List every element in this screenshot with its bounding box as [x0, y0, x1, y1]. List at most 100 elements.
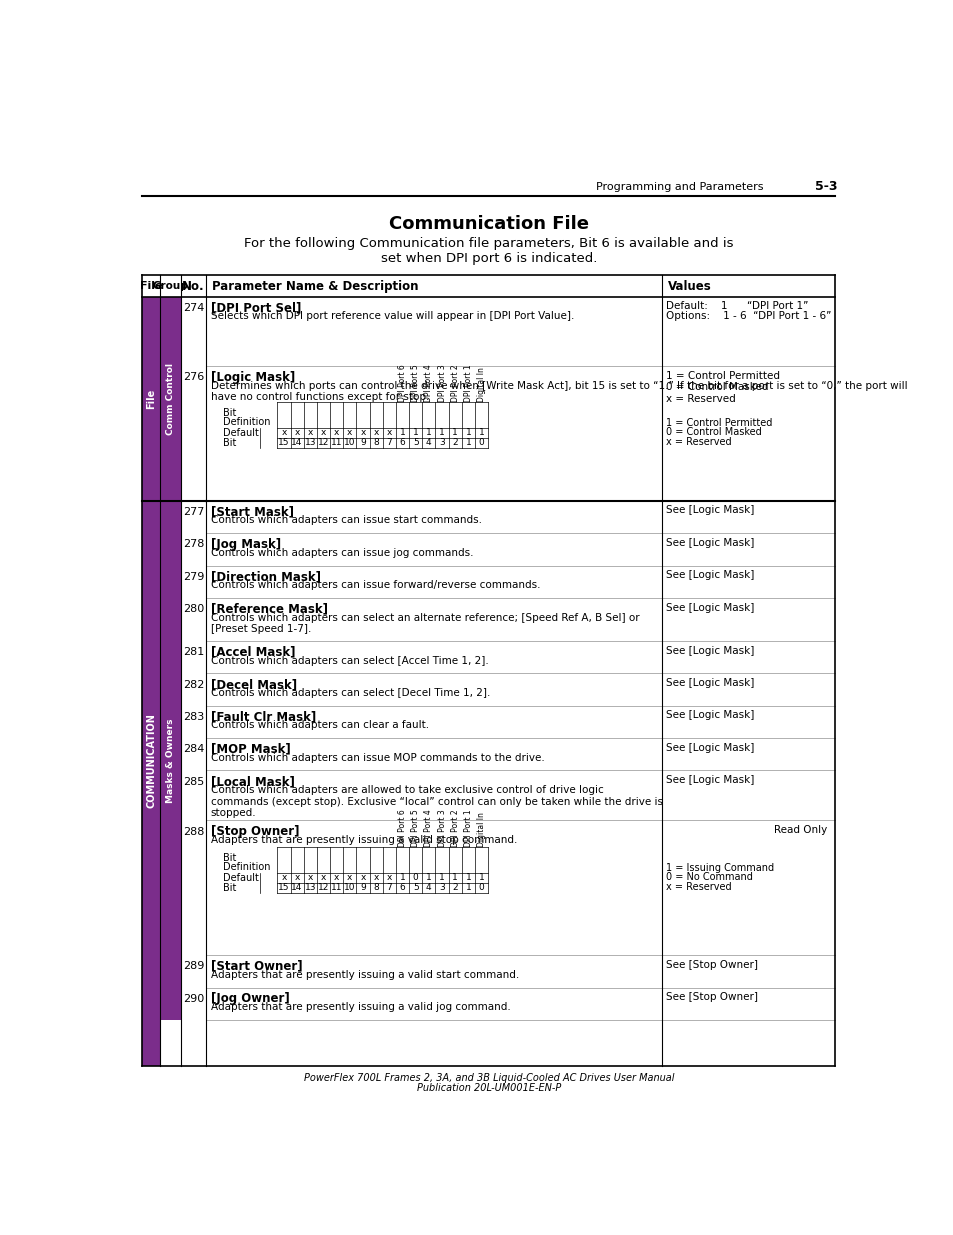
Text: Selects which DPI port reference value will appear in [DPI Port Value].: Selects which DPI port reference value w… [211, 311, 574, 321]
Text: See [Logic Mask]: See [Logic Mask] [666, 537, 754, 548]
Text: 0: 0 [413, 873, 418, 882]
Text: Adapters that are presently issuing a valid stop command.: Adapters that are presently issuing a va… [211, 835, 517, 845]
Text: x: x [347, 429, 352, 437]
Text: 1: 1 [465, 883, 471, 892]
Text: Controls which adapters can select an alternate reference; [Speed Ref A, B Sel] : Controls which adapters can select an al… [211, 613, 639, 634]
Text: 1 = Control Permitted
0 = Control Masked
x = Reserved: 1 = Control Permitted 0 = Control Masked… [666, 370, 780, 404]
Text: 1: 1 [465, 873, 471, 882]
Text: [Jog Mask]: [Jog Mask] [211, 537, 280, 551]
Text: 1: 1 [478, 429, 484, 437]
Text: 5: 5 [413, 438, 418, 447]
Text: 1: 1 [438, 429, 444, 437]
Text: 281: 281 [183, 647, 204, 657]
Text: 2: 2 [452, 883, 457, 892]
Text: DPI Port 2: DPI Port 2 [450, 364, 459, 403]
Text: 282: 282 [183, 679, 204, 689]
Text: Communication File: Communication File [389, 215, 588, 232]
Text: 11: 11 [331, 438, 342, 447]
Text: 290: 290 [183, 994, 204, 1004]
Text: [Decel Mask]: [Decel Mask] [211, 678, 296, 690]
Text: 8: 8 [373, 438, 378, 447]
Text: DPI Port 5: DPI Port 5 [411, 364, 419, 403]
Text: 3: 3 [438, 883, 444, 892]
Text: DPI Port 3: DPI Port 3 [437, 364, 446, 403]
Text: Adapters that are presently issuing a valid jog command.: Adapters that are presently issuing a va… [211, 1002, 510, 1013]
Text: x: x [320, 873, 326, 882]
Text: Digital In: Digital In [476, 368, 485, 403]
Text: DPI Port 1: DPI Port 1 [463, 364, 473, 403]
Text: See [Stop Owner]: See [Stop Owner] [666, 960, 758, 969]
Text: x = Reserved: x = Reserved [666, 436, 731, 447]
Text: 12: 12 [317, 438, 329, 447]
Text: Bit: Bit [223, 853, 236, 863]
Text: File: File [146, 389, 156, 409]
Text: Values: Values [667, 279, 711, 293]
Text: 4: 4 [426, 883, 431, 892]
Text: COMMUNICATION: COMMUNICATION [146, 713, 156, 808]
Text: Parameter Name & Description: Parameter Name & Description [212, 279, 418, 293]
Text: See [Stop Owner]: See [Stop Owner] [666, 992, 758, 1002]
Text: Default: Default [223, 427, 258, 437]
Text: x: x [334, 873, 339, 882]
Text: DPI Port 6: DPI Port 6 [397, 364, 407, 403]
Text: x: x [294, 873, 299, 882]
Text: [Accel Mask]: [Accel Mask] [211, 646, 294, 658]
Text: 9: 9 [359, 883, 366, 892]
Text: DPI Port 1: DPI Port 1 [463, 810, 473, 847]
Text: 1 = Control Permitted: 1 = Control Permitted [666, 419, 772, 429]
Text: DPI Port 4: DPI Port 4 [424, 364, 433, 403]
Text: 7: 7 [386, 883, 392, 892]
Text: x: x [307, 429, 313, 437]
Text: x: x [373, 429, 378, 437]
Text: x: x [281, 873, 286, 882]
Text: x: x [320, 429, 326, 437]
Text: [Start Mask]: [Start Mask] [211, 505, 294, 519]
Text: 1: 1 [399, 429, 405, 437]
Text: 1: 1 [465, 429, 471, 437]
Text: 1: 1 [426, 429, 432, 437]
Text: Read Only: Read Only [774, 825, 827, 835]
Text: DPI Port 6: DPI Port 6 [397, 810, 407, 847]
Text: 1: 1 [438, 873, 444, 882]
Text: See [Logic Mask]: See [Logic Mask] [666, 678, 754, 688]
Text: 1: 1 [452, 873, 457, 882]
Text: [Reference Mask]: [Reference Mask] [211, 603, 328, 615]
Text: See [Logic Mask]: See [Logic Mask] [666, 571, 754, 580]
Text: 277: 277 [183, 508, 204, 517]
Text: 3: 3 [438, 438, 444, 447]
Text: [Local Mask]: [Local Mask] [211, 776, 294, 788]
Bar [159, 296, 181, 501]
Text: PowerFlex 700L Frames 2, 3A, and 3B Liquid-Cooled AC Drives User Manual: PowerFlex 700L Frames 2, 3A, and 3B Liqu… [303, 1073, 674, 1083]
Text: DPI Port 2: DPI Port 2 [450, 810, 459, 847]
Text: Determines which ports can control the drive when [Write Mask Act], bit 15 is se: Determines which ports can control the d… [211, 380, 906, 403]
Text: x: x [281, 429, 286, 437]
Text: x: x [360, 429, 365, 437]
Text: 6: 6 [399, 883, 405, 892]
Text: 279: 279 [183, 572, 204, 582]
Text: DPI Port 5: DPI Port 5 [411, 810, 419, 847]
Text: x: x [360, 873, 365, 882]
Text: Controls which adapters can clear a fault.: Controls which adapters can clear a faul… [211, 720, 429, 730]
Text: 15: 15 [278, 438, 290, 447]
Text: 4: 4 [426, 438, 431, 447]
Text: x: x [307, 873, 313, 882]
Text: DPI Port 3: DPI Port 3 [437, 810, 446, 847]
Text: 1: 1 [465, 438, 471, 447]
Text: See [Logic Mask]: See [Logic Mask] [666, 603, 754, 613]
Text: Controls which adapters can issue jog commands.: Controls which adapters can issue jog co… [211, 548, 473, 558]
Text: Comm Control: Comm Control [166, 363, 174, 435]
Text: 15: 15 [278, 883, 290, 892]
Text: 0: 0 [478, 438, 484, 447]
Text: x: x [386, 873, 392, 882]
Text: Definition: Definition [223, 862, 271, 872]
Text: Controls which adapters can issue start commands.: Controls which adapters can issue start … [211, 515, 481, 525]
Text: 285: 285 [183, 777, 204, 787]
Text: 11: 11 [331, 883, 342, 892]
Text: 0: 0 [478, 883, 484, 892]
Text: 274: 274 [183, 303, 204, 312]
Text: 0 = No Command: 0 = No Command [666, 872, 753, 882]
Text: Default: Default [223, 873, 258, 883]
Text: Digital In: Digital In [476, 813, 485, 847]
Text: 7: 7 [386, 438, 392, 447]
Text: x: x [386, 429, 392, 437]
